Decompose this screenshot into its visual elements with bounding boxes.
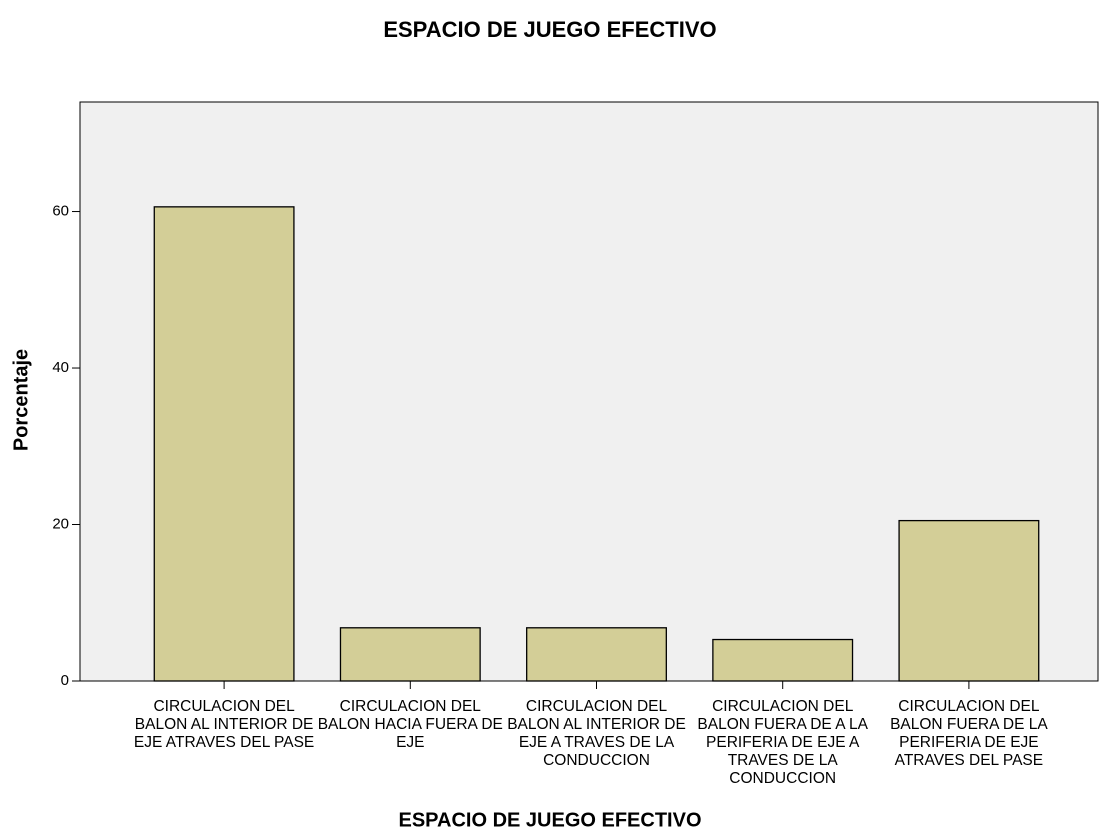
y-axis-title: Porcentaje [10,349,32,451]
x-tick-label: CIRCULACION DEL BALON AL INTERIOR DE EJE… [507,698,686,769]
x-axis-title: ESPACIO DE JUEGO EFECTIVO [398,809,701,831]
y-tick-label: 0 [61,672,69,689]
y-tick-label: 60 [52,203,69,220]
x-tick-label: CIRCULACION DEL BALON AL INTERIOR DE EJE… [133,698,315,751]
x-tick-label: CIRCULACION DEL BALON FUERA DE A LA PERI… [697,698,868,787]
bar [339,627,481,682]
x-tick-label: CIRCULACION DEL BALON HACIA FUERA DE EJE [317,698,503,751]
bar [153,206,295,682]
y-tick-label: 20 [52,515,69,532]
bar [526,627,667,682]
y-tick-label: 40 [52,359,69,376]
bar [712,638,854,682]
x-tick-label: CIRCULACION DEL BALON FUERA DE LA PERIFE… [890,698,1048,769]
chart-title: ESPACIO DE JUEGO EFECTIVO [383,17,716,42]
bar [898,519,1040,682]
